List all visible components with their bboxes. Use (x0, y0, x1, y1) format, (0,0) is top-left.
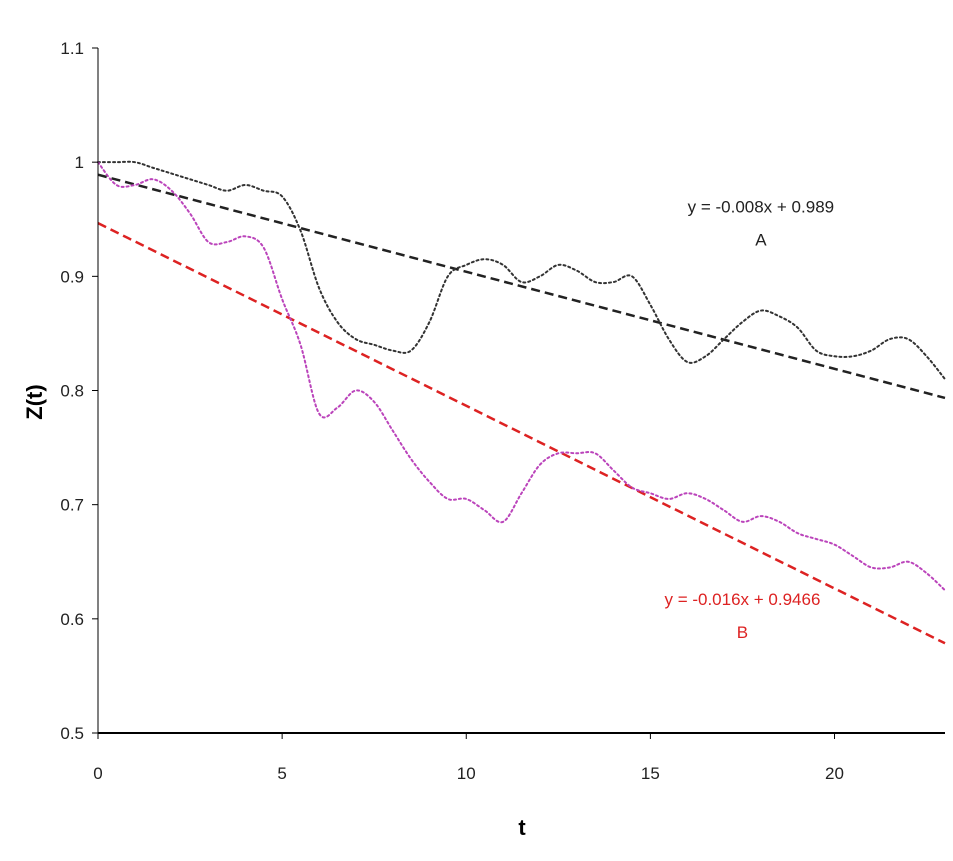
y-tick-label: 0.5 (60, 724, 84, 743)
annotation-text: B (737, 623, 748, 642)
x-tick-label: 5 (277, 764, 286, 783)
x-tick-label: 20 (825, 764, 844, 783)
y-tick-label: 0.6 (60, 610, 84, 629)
y-tick-label: 0.9 (60, 267, 84, 286)
y-tick-label: 1.1 (60, 39, 84, 58)
y-tick-label: 0.8 (60, 382, 84, 401)
y-tick-label: 0.7 (60, 496, 84, 515)
annotation-text: A (755, 231, 767, 250)
x-tick-label: 15 (641, 764, 660, 783)
annotations: y = -0.008x + 0.989 Ay = -0.016x + 0.9466… (664, 197, 834, 642)
x-tick-label: 10 (457, 764, 476, 783)
trendline-b (97, 222, 946, 645)
y-axis-title: Z(t) (22, 384, 47, 419)
series-line-a (97, 160, 946, 381)
trendline-a (97, 173, 946, 400)
data-series (97, 160, 946, 592)
y-tick-label: 1 (75, 153, 84, 172)
axes: 0.5 0.6 0.7 0.8 0.9 1 1.1 0 5 10 15 20 (60, 39, 945, 783)
annotation-text: y = -0.016x + 0.9466 (664, 590, 820, 609)
series-line-b (97, 161, 946, 592)
trendlines (97, 173, 946, 645)
x-tick-label: 0 (93, 764, 102, 783)
annotation-text: y = -0.008x + 0.989 (688, 197, 835, 216)
x-axis-title: t (518, 815, 526, 840)
